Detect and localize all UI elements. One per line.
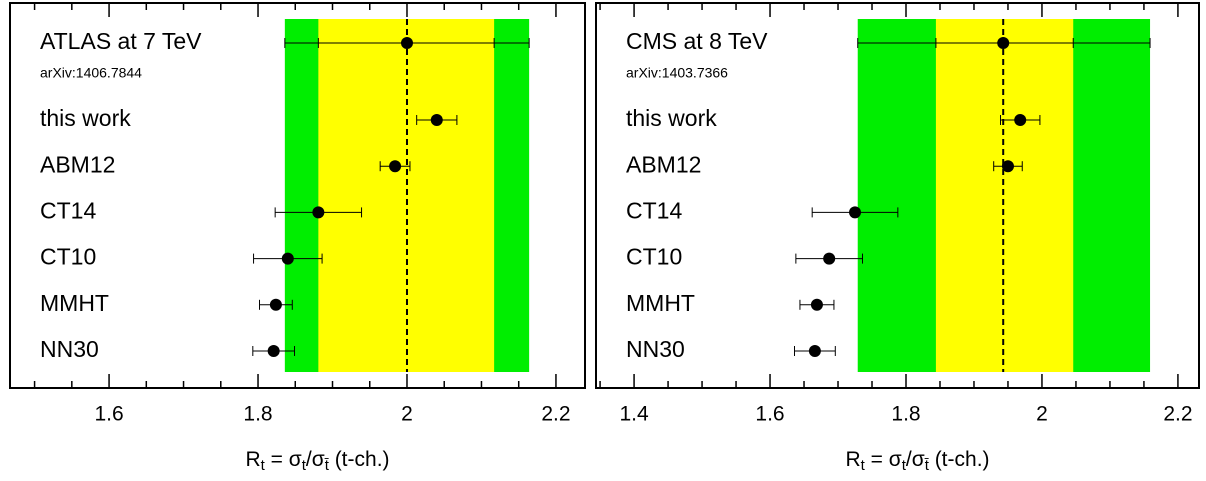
measurement-name: ATLAS at 7 TeV xyxy=(40,28,202,54)
x-tick-label: 2.2 xyxy=(1163,403,1192,426)
x-axis-title-part: (t-ch.) xyxy=(929,448,990,471)
x-tick-label: 1.8 xyxy=(243,403,272,426)
point xyxy=(281,252,294,265)
point xyxy=(389,160,402,173)
inner-band xyxy=(935,19,1074,372)
row-label: CT10 xyxy=(626,244,682,270)
point xyxy=(808,345,821,357)
row-label: MMHT xyxy=(40,290,109,316)
measurement-point xyxy=(400,37,413,49)
x-axis-title-part: R xyxy=(245,448,260,471)
x-axis-title-part: t xyxy=(861,457,866,474)
frame xyxy=(9,2,586,389)
row-label: CT14 xyxy=(40,197,96,223)
x-tick-label: 2.2 xyxy=(541,403,570,426)
point xyxy=(810,298,823,311)
point xyxy=(849,206,862,219)
point xyxy=(267,345,280,357)
row-label: ABM12 xyxy=(626,151,701,177)
x-axis-title: Rt = σt/σt̄ (t-ch.) xyxy=(245,448,389,474)
row-label: ABM12 xyxy=(40,151,115,177)
x-tick-label: 2 xyxy=(401,403,413,426)
x-axis-title-part: t̄ xyxy=(324,457,330,474)
x-tick-label: 1.6 xyxy=(94,403,123,426)
point xyxy=(269,298,282,311)
measurement-ref: arXiv:1403.7366 xyxy=(626,65,728,81)
x-axis-title-part: = σ xyxy=(865,448,902,471)
x-tick-label: 1.4 xyxy=(619,403,649,426)
row-label: CT10 xyxy=(40,244,96,270)
point xyxy=(312,206,325,219)
row-label: CT14 xyxy=(626,197,682,223)
measurement-name: CMS at 8 TeV xyxy=(626,28,768,54)
x-axis-title-part: R xyxy=(845,448,860,471)
x-tick-label: 1.6 xyxy=(755,403,784,426)
measurement-point xyxy=(997,37,1010,49)
x-axis-title-part: (t-ch.) xyxy=(329,448,390,471)
x-axis-title-part: t xyxy=(902,457,907,474)
point xyxy=(1014,114,1027,126)
x-axis-title-part: t xyxy=(302,457,307,474)
row-label: MMHT xyxy=(626,290,695,316)
x-axis-title-part: t̄ xyxy=(924,457,930,474)
point xyxy=(430,114,443,126)
row-label: this work xyxy=(40,105,131,131)
row-label: NN30 xyxy=(40,336,99,362)
point xyxy=(1001,160,1014,173)
x-tick-label: 1.8 xyxy=(891,403,920,426)
x-tick-label: 2 xyxy=(1036,403,1048,426)
x-axis-title: Rt = σt/σt̄ (t-ch.) xyxy=(845,448,989,474)
measurement-ref: arXiv:1406.7844 xyxy=(40,65,142,81)
frame xyxy=(595,2,1200,389)
x-axis-title-part: /σ xyxy=(906,448,925,471)
x-axis-title-part: t xyxy=(261,457,266,474)
point xyxy=(823,252,836,265)
row-label: NN30 xyxy=(626,336,685,362)
x-axis-title-part: /σ xyxy=(306,448,325,471)
row-label: this work xyxy=(626,105,717,131)
x-axis-title-part: = σ xyxy=(265,448,302,471)
